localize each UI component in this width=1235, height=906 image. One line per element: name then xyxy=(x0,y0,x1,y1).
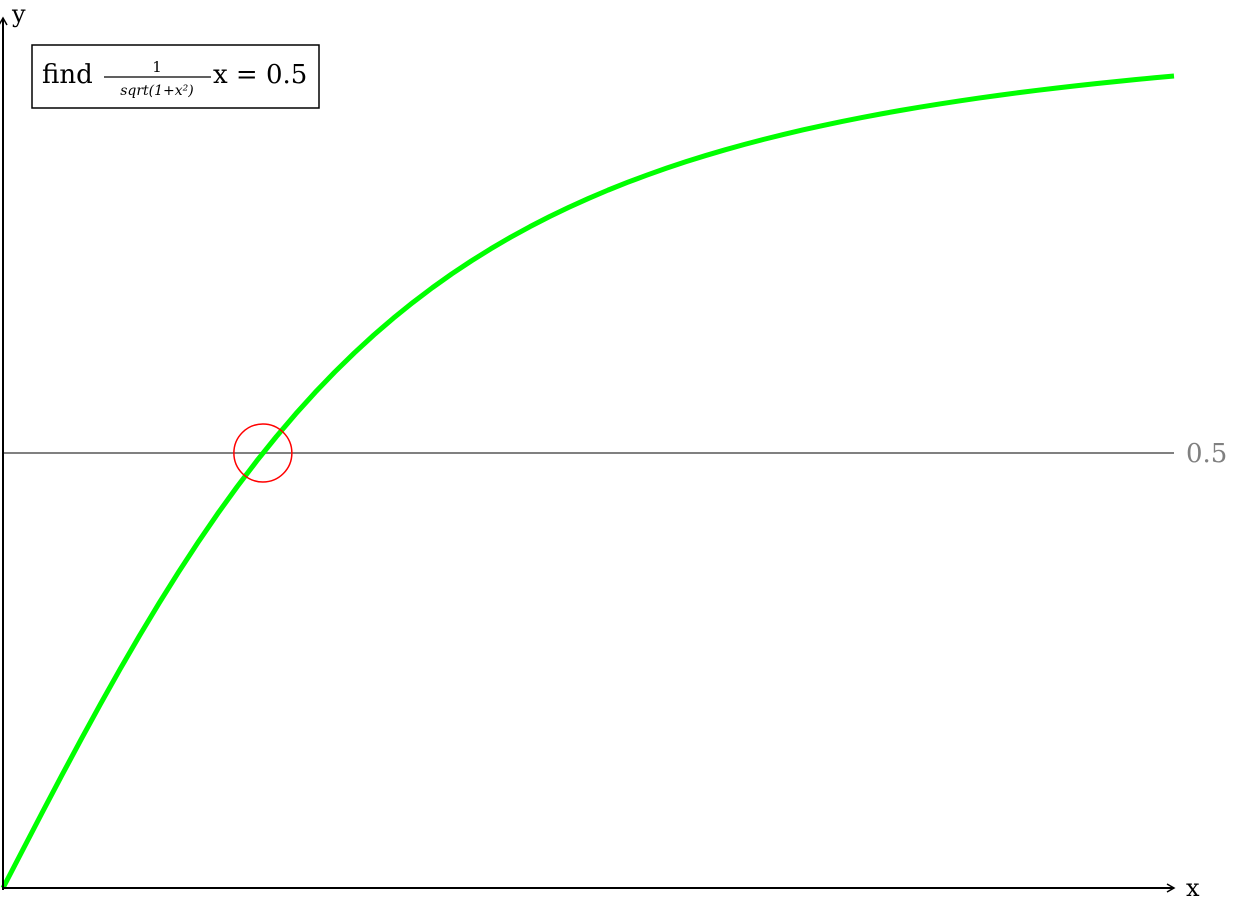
title-fraction-numerator: 1 xyxy=(152,58,162,76)
title-prefix: find xyxy=(42,60,93,90)
title-suffix: x = 0.5 xyxy=(213,60,307,90)
title-fraction-denominator: sqrt(1+x²) xyxy=(120,83,194,99)
solution-marker-circle xyxy=(233,423,293,483)
chart-title: find 1 sqrt(1+x²) x = 0.5 xyxy=(31,44,320,109)
reference-line-label: 0.5 xyxy=(1186,439,1227,469)
function-curve xyxy=(0,73,1175,890)
y-axis-label: y xyxy=(11,0,26,28)
x-axis-label: x xyxy=(1186,874,1200,902)
